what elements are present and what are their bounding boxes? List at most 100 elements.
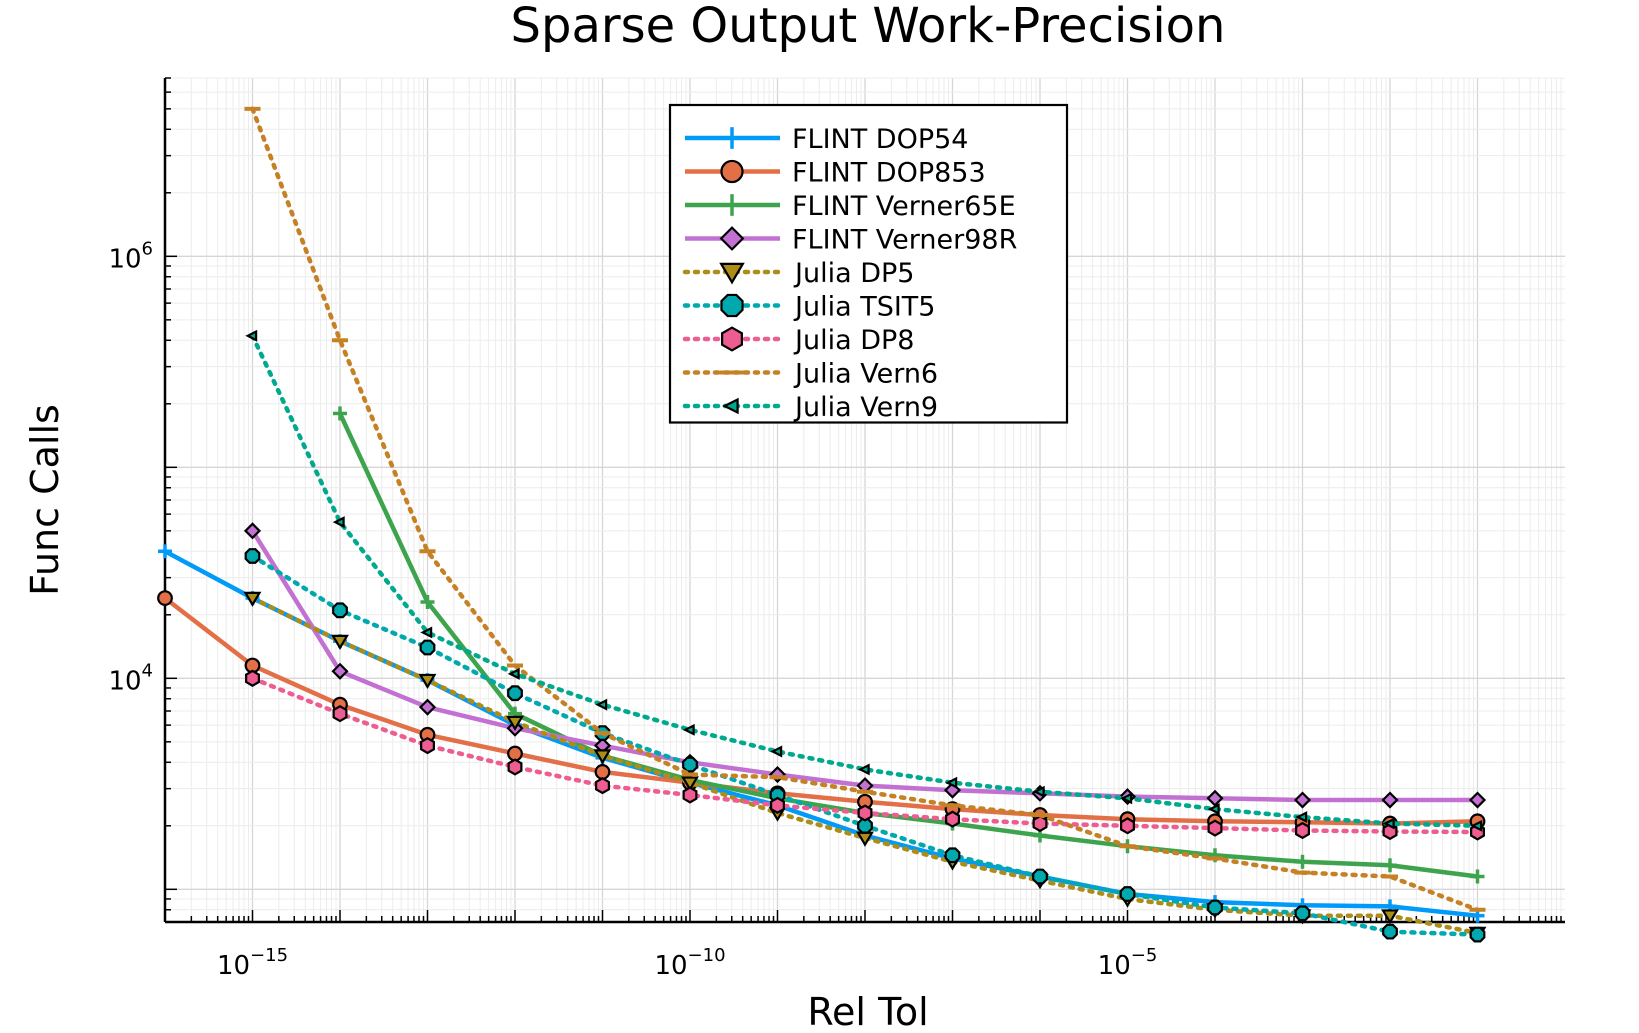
data-point [594,764,611,780]
data-point [1207,819,1223,837]
data-point [1207,899,1223,916]
legend-marker [721,326,743,352]
x-tick-label: 10−5 [1098,945,1158,981]
data-point [245,669,260,687]
legend-entry: Julia Vern6 [682,359,938,390]
data-point [682,723,695,736]
data-point [418,673,437,689]
data-point [244,548,261,564]
data-point [507,758,523,776]
x-ticks: 10−15 10−10 10−5 [217,945,1157,981]
series-julia-tsit5 [244,548,1486,943]
series-julia-dp8 [245,669,1485,841]
legend-label: Julia Vern9 [793,392,938,423]
axes [163,77,1565,924]
legend-entry: Julia Vern9 [682,392,938,423]
data-point [507,667,520,680]
legend-marker [720,159,744,184]
legend-marker [722,397,739,415]
data-point [1293,791,1312,809]
data-point [857,804,873,822]
data-point [1381,791,1399,809]
data-point [157,590,173,606]
legend-marker [721,194,743,216]
data-point [1470,869,1485,884]
data-point [593,749,612,765]
x-tick-label: 10−15 [217,945,288,981]
legend-entry: FLINT DOP853 [685,158,986,189]
data-point [682,786,698,804]
y-axis-label: Func Calls [23,404,67,596]
legend-entry: FLINT DOP54 [685,124,969,155]
data-point [1206,789,1224,807]
legend-entry: Julia DP5 [682,258,914,289]
legend-entry: FLINT Verner98R [685,225,1017,256]
legend-entry: Julia DP8 [682,325,914,356]
legend-label: Julia TSIT5 [793,292,935,323]
data-point [770,745,783,758]
data-point [595,777,610,795]
data-point [857,817,873,834]
series-line [163,596,1478,826]
legend-label: Julia DP8 [793,325,914,356]
series-flint-dop54 [158,544,1485,923]
legend-label: Julia Vern6 [793,359,938,390]
data-point [1382,817,1395,830]
data-point [420,736,435,755]
data-point [945,810,960,828]
series-line [163,549,1478,918]
data-point [158,544,172,559]
data-point [420,626,433,639]
y-tick-label: 104 [108,660,153,696]
data-point [1469,926,1486,943]
legend-marker [719,262,745,285]
data-point [507,685,523,702]
series-line [250,333,1480,829]
data-point [595,698,608,711]
data-point [682,756,698,773]
chart-title: Sparse Output Work-Precision [511,0,1226,54]
data-point [333,406,347,421]
data-point [506,715,524,731]
data-point [332,705,348,723]
data-point [1295,811,1308,824]
data-point [419,639,436,656]
data-point [420,594,435,609]
legend-label: FLINT DOP54 [792,124,969,155]
x-axis-label: Rel Tol [807,990,928,1033]
series-julia-vern9 [245,329,1483,832]
data-point [1468,791,1487,809]
data-point [770,796,785,814]
data-point [1119,886,1136,902]
series-layer [157,106,1487,943]
data-point [1381,909,1399,925]
series-line [337,412,1478,879]
legend-label: FLINT Verner65E [792,191,1016,222]
legend-entry: FLINT Verner65E [685,191,1016,222]
data-point [245,329,258,342]
data-point [1470,819,1483,832]
data-point [1032,814,1048,833]
data-point [1295,854,1310,869]
x-tick-label: 10−10 [654,945,725,981]
data-point [1382,923,1398,940]
data-point [857,763,870,776]
data-point [331,634,349,650]
legend-label: FLINT Verner98R [792,225,1017,256]
data-point [1294,905,1311,922]
legend-marker [720,293,744,318]
legend-label: Julia DP5 [793,258,914,289]
legend-marker [719,226,745,251]
data-point [507,745,523,762]
data-point [332,602,348,619]
data-point [332,516,345,529]
data-point [681,776,699,792]
data-point [331,662,349,680]
y-ticks: 104 106 [108,238,153,696]
legend-marker [721,127,743,149]
data-point [1120,792,1133,805]
y-tick-label: 106 [108,238,153,274]
data-point [243,522,262,540]
